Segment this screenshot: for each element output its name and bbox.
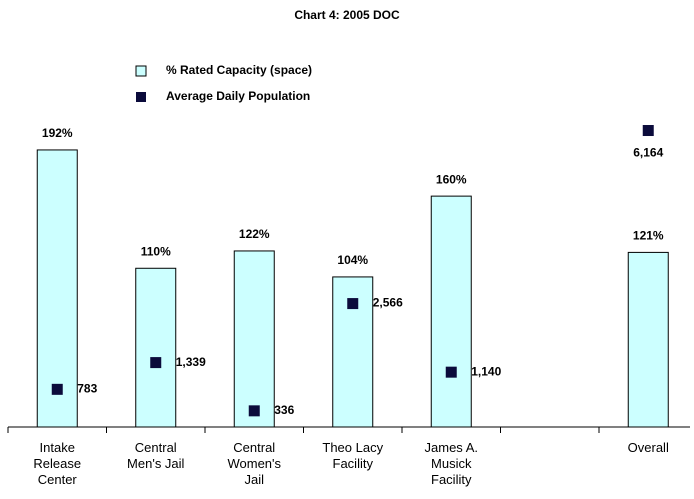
bar (430, 195, 472, 428)
legend-swatch (136, 92, 146, 102)
bar (36, 149, 78, 428)
marker (347, 298, 359, 310)
x-tick-label: Central Women's Jail (227, 440, 282, 487)
bar (135, 267, 177, 428)
chart-title: Chart 4: 2005 DOC (294, 8, 400, 22)
value-label: 110% (141, 244, 171, 258)
value-label: 1,339 (176, 355, 206, 369)
value-label: 122% (239, 227, 270, 241)
value-label: 783 (77, 382, 97, 396)
value-label: 1,140 (471, 364, 501, 378)
bar (627, 251, 669, 428)
legend-label: Average Daily Population (166, 89, 310, 103)
bar (233, 250, 275, 428)
x-tick-label: Theo Lacy Facility (322, 440, 384, 471)
marker (51, 383, 63, 395)
value-label: 336 (274, 403, 294, 417)
x-tick-label: James A. Musick Facility (424, 440, 478, 487)
value-label: 160% (436, 172, 467, 186)
legend-swatch (135, 65, 147, 77)
marker (248, 405, 260, 417)
value-label: 2,566 (373, 296, 403, 310)
marker (150, 357, 162, 369)
value-label: 192% (42, 126, 73, 140)
value-label: 121% (633, 229, 664, 243)
marker (642, 125, 654, 137)
marker (445, 366, 457, 378)
x-tick-label: Central Men's Jail (127, 440, 185, 471)
legend-label: % Rated Capacity (space) (166, 63, 312, 77)
x-tick-label: Overall (627, 440, 669, 455)
value-label: 6,164 (633, 146, 663, 160)
x-tick-label: Intake Release Center (33, 440, 82, 487)
value-label: 104% (337, 253, 368, 267)
